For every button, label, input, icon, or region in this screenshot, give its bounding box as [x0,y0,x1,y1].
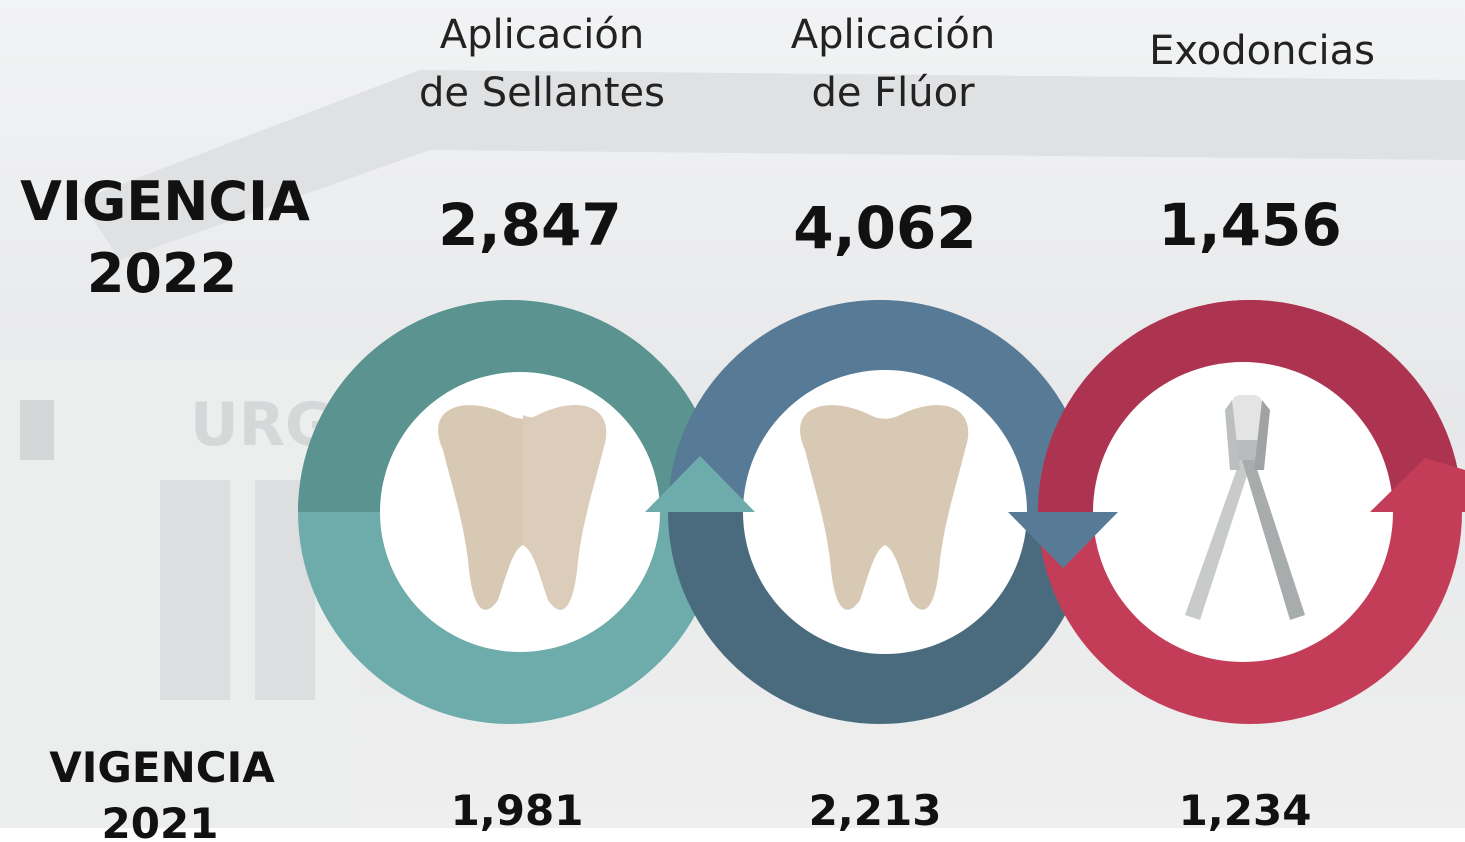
value: 4,062 [793,194,976,262]
value: 1,234 [1179,786,1312,835]
page: URGE Aplicación de Sellantes Aplicación [0,0,1465,842]
value: 2,213 [809,786,942,835]
category-label: Exodoncias [1149,28,1375,74]
category-label: de Flúor [811,70,975,116]
value: 1,456 [1158,191,1341,259]
value: 2,847 [438,191,621,259]
infographic: URGE Aplicación de Sellantes Aplicación [0,0,1465,842]
window [20,400,54,460]
category-label: Aplicación [440,12,644,58]
category-label: Aplicación [791,12,995,58]
period-title: 2021 [102,799,219,842]
category-label: de Sellantes [419,70,665,116]
period-title: 2022 [87,242,237,305]
period-title: VIGENCIA [20,170,310,233]
period-title: VIGENCIA [49,743,275,792]
value: 1,981 [451,786,584,835]
door [160,480,230,700]
